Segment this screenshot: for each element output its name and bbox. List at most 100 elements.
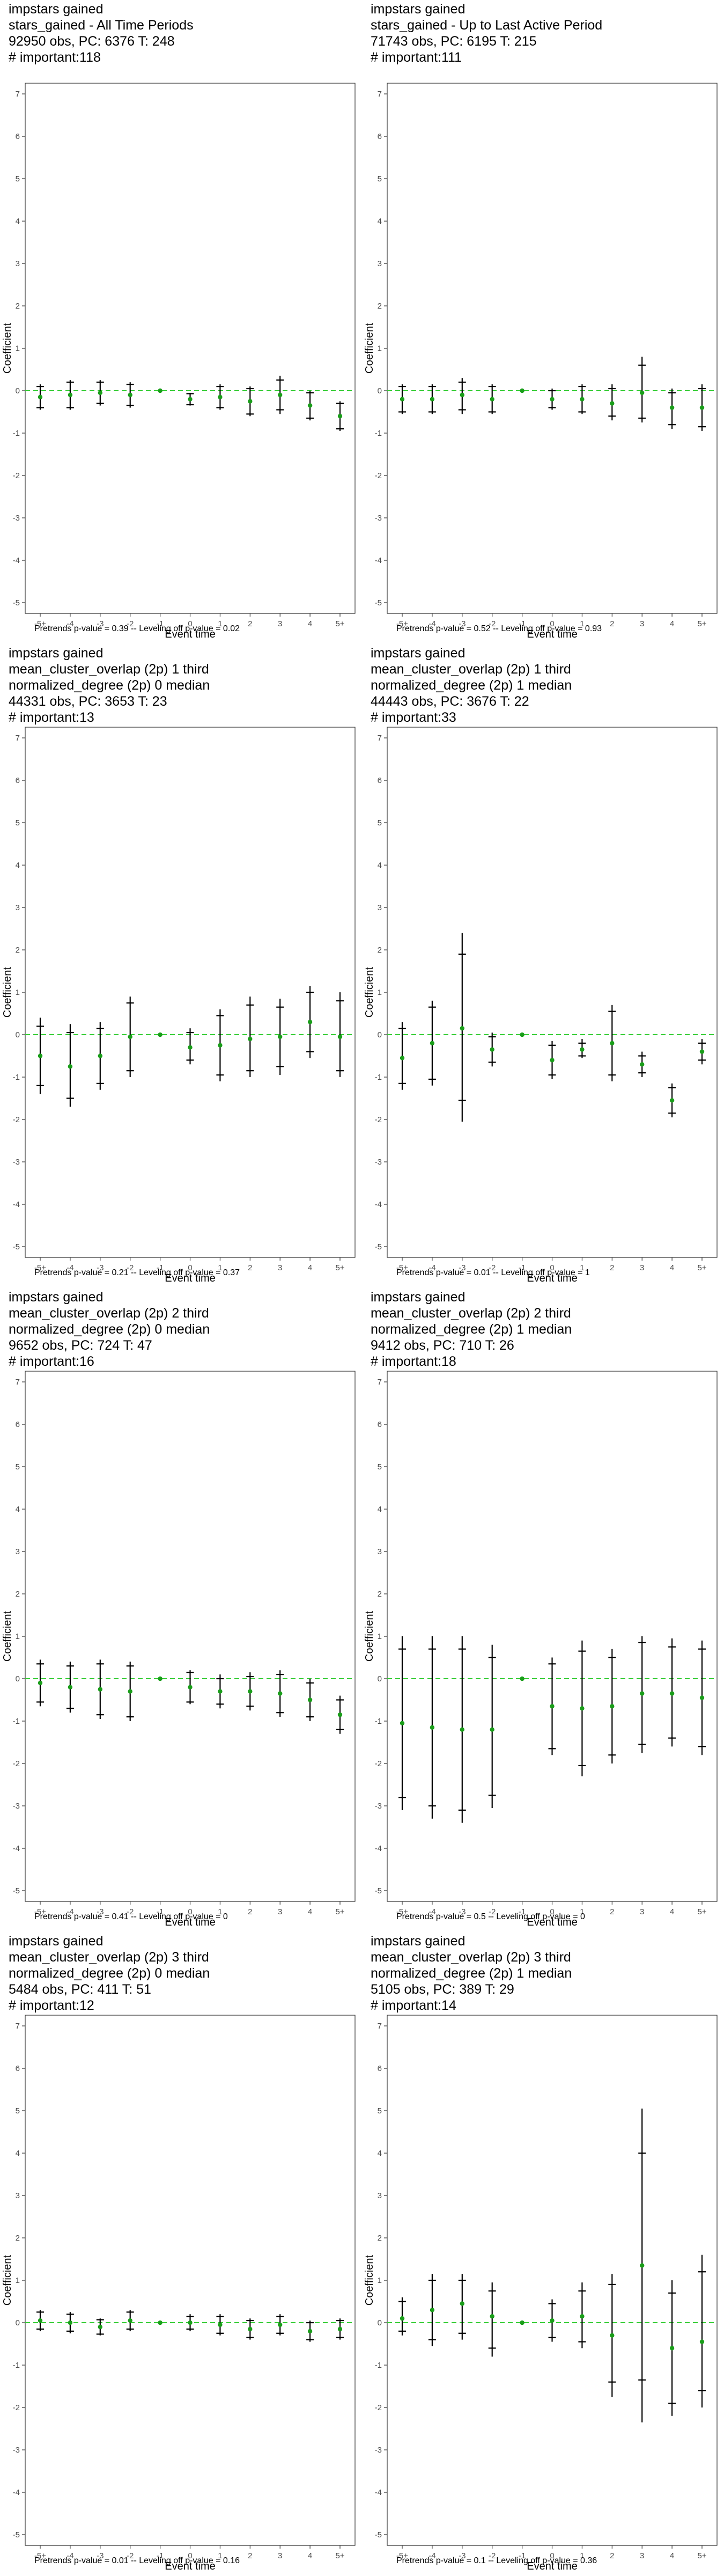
x-tick-label: -2 [127, 1263, 134, 1272]
x-tick-label: 1 [580, 619, 584, 628]
estimate-point [337, 414, 343, 419]
y-tick-label: 1 [378, 2276, 382, 2285]
x-tick-label: 4 [670, 2551, 674, 2560]
y-tick-label: -1 [375, 1073, 382, 1082]
x-tick-label: 5+ [335, 2551, 344, 2560]
x-tick-label: 3 [278, 2551, 282, 2560]
x-tick-label: -4 [67, 2551, 73, 2560]
y-tick-label: 1 [378, 1632, 382, 1641]
chart-plot: -5 -4 -3 -2 -1 0 1 2 3 4 5 6 7 -5+ -4 -3 -2 -1 0 1 2 3 4 5+ Even… [364, 2015, 718, 2572]
y-axis-label: Coefficient [2, 1611, 13, 1662]
x-axis-label: Event time [165, 1272, 215, 1284]
chart-title-line: 44443 obs, PC: 3676 T: 22 [371, 694, 529, 709]
y-tick-label: 5 [378, 174, 382, 184]
estimate-point [248, 399, 253, 404]
chart-panel: impstars gained mean_cluster_overlap (2p)… [0, 644, 362, 1288]
x-tick-label: -5+ [34, 619, 46, 628]
estimate-point [68, 2320, 73, 2325]
chart-plot: -5 -4 -3 -2 -1 0 1 2 3 4 5 6 7 -5+ -4 -3 -2 -1 0 1 2 3 4 5+ Even… [2, 727, 356, 1284]
estimate-point [430, 2308, 435, 2312]
y-tick-label: -5 [375, 2530, 382, 2540]
y-tick-label: 6 [16, 1420, 20, 1429]
y-tick-label: 2 [378, 946, 382, 955]
y-tick-label: -4 [375, 556, 382, 565]
x-tick-label: 2 [248, 2551, 252, 2560]
x-tick-label: 2 [248, 1907, 252, 1916]
x-tick-label: 0 [188, 1907, 192, 1916]
y-tick-label: 5 [16, 1462, 20, 1472]
y-tick-label: -5 [13, 2530, 20, 2540]
estimate-point [278, 392, 283, 398]
y-tick-label: -5 [375, 1886, 382, 1896]
p-value-caption: Pretrends p-value = 0.21 -- Leveling off… [34, 1268, 240, 1277]
estimate-point [610, 2333, 615, 2338]
y-tick-label: 6 [378, 132, 382, 141]
x-tick-label: 0 [188, 619, 192, 628]
estimate-point [430, 1725, 435, 1730]
x-tick-label: -5+ [396, 2551, 408, 2560]
y-tick-label: 6 [16, 2064, 20, 2073]
chart-header: impstars gained stars_gained - Up to Last… [371, 1, 602, 65]
estimate-point [307, 403, 313, 408]
y-tick-label: -4 [13, 1200, 20, 1209]
estimate-point [699, 1695, 705, 1700]
chart-title-line: mean_cluster_overlap (2p) 3 third [371, 1950, 571, 1965]
estimate-point [669, 2346, 675, 2351]
estimate-point [460, 1026, 464, 1031]
estimate-point [550, 1704, 555, 1709]
estimate-point [610, 1704, 615, 1709]
y-tick-label: -2 [375, 471, 382, 480]
y-tick-label: -3 [13, 2446, 20, 2455]
estimate-point [640, 1691, 645, 1696]
x-tick-label: -5+ [34, 2551, 46, 2560]
x-tick-label: 1 [218, 2551, 222, 2560]
y-tick-label: -1 [13, 429, 20, 438]
chart-title-line: mean_cluster_overlap (2p) 3 third [9, 1950, 209, 1965]
y-tick-label: 0 [16, 1030, 20, 1040]
y-tick-label: 0 [16, 386, 20, 396]
chart-header: impstars gained mean_cluster_overlap (2p)… [9, 1933, 210, 2014]
estimate-point [400, 397, 405, 401]
x-tick-label: 4 [670, 1907, 674, 1916]
estimate-point [188, 1685, 193, 1689]
x-tick-label: -5+ [34, 1263, 46, 1272]
y-tick-label: 1 [16, 988, 20, 997]
estimate-point [128, 1034, 132, 1040]
estimate-point [188, 2320, 193, 2325]
chart-panel: impstars gained stars_gained - Up to Last… [362, 0, 724, 644]
y-axis-label: Coefficient [364, 323, 375, 374]
estimate-point [400, 2316, 405, 2321]
chart-title-line: stars_gained - All Time Periods [9, 18, 194, 33]
x-tick-label: 2 [610, 2551, 614, 2560]
estimate-point [520, 1676, 524, 1681]
estimate-point [38, 2318, 43, 2323]
chart-title-line: 9652 obs, PC: 724 T: 47 [9, 1338, 152, 1353]
p-value-caption: Pretrends p-value = 0.1 -- Leveling off … [396, 2556, 597, 2565]
y-tick-label: 0 [378, 1030, 382, 1040]
x-tick-label: 5+ [335, 619, 344, 628]
chart-title-line: stars_gained - Up to Last Active Period [371, 18, 603, 33]
x-tick-label: 5+ [335, 1907, 344, 1916]
x-tick-label: -4 [429, 619, 435, 628]
y-tick-label: 4 [16, 861, 20, 870]
chart-title-line: # important:18 [371, 1354, 456, 1369]
y-tick-label: -4 [13, 1844, 20, 1853]
y-tick-label: -2 [13, 1759, 20, 1768]
x-tick-label: 4 [308, 2551, 312, 2560]
plot-frame [25, 1371, 356, 1902]
estimate-point [98, 1687, 102, 1692]
chart-title-line: 9412 obs, PC: 710 T: 26 [371, 1338, 514, 1353]
y-tick-label: -3 [13, 1158, 20, 1167]
y-tick-label: 0 [16, 1674, 20, 1684]
x-tick-label: -4 [67, 1907, 73, 1916]
x-axis-label: Event time [527, 1272, 577, 1284]
x-tick-label: -5+ [34, 1907, 46, 1916]
x-tick-label: 3 [278, 1907, 282, 1916]
chart-title-line: impstars gained [371, 1934, 466, 1949]
estimate-point [158, 388, 162, 393]
estimate-point [278, 1691, 283, 1696]
estimate-point [460, 392, 464, 398]
estimate-point [128, 392, 132, 398]
x-tick-label: -1 [157, 1907, 164, 1916]
y-tick-label: -4 [13, 2488, 20, 2497]
